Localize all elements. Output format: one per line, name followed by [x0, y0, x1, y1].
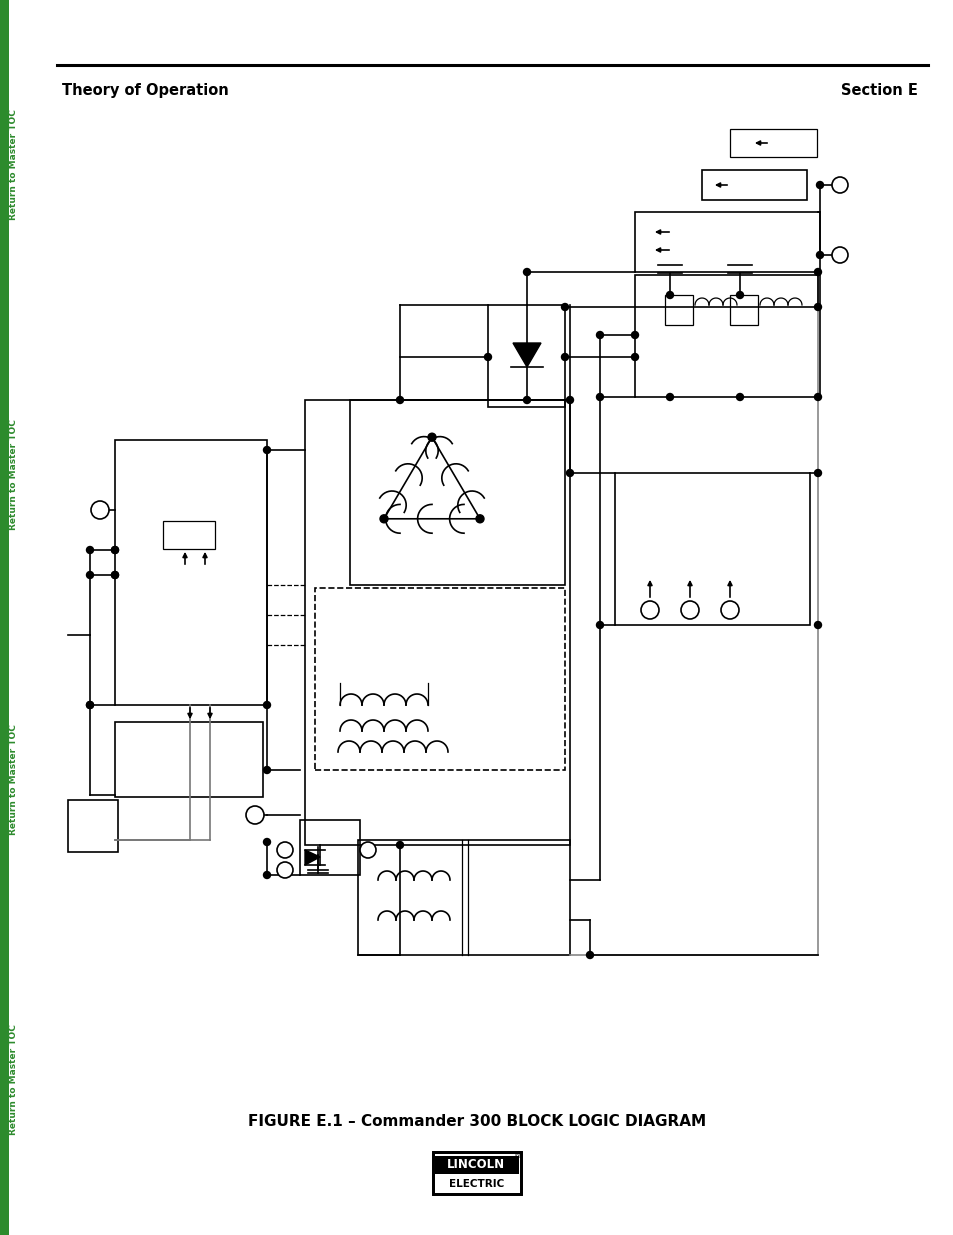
Circle shape — [276, 842, 293, 858]
Circle shape — [666, 291, 673, 299]
Circle shape — [736, 394, 742, 400]
Circle shape — [586, 951, 593, 958]
Text: Return to Master TOC: Return to Master TOC — [10, 110, 18, 220]
Circle shape — [831, 177, 847, 193]
Circle shape — [720, 601, 739, 619]
Circle shape — [263, 767, 271, 773]
Circle shape — [263, 839, 271, 846]
Circle shape — [523, 268, 530, 275]
Bar — [729, 128, 816, 157]
Bar — [350, 400, 564, 585]
Circle shape — [814, 268, 821, 275]
Circle shape — [87, 701, 93, 709]
Circle shape — [561, 304, 568, 310]
Circle shape — [831, 247, 847, 263]
Circle shape — [640, 601, 659, 619]
Bar — [488, 305, 564, 408]
Circle shape — [561, 353, 568, 361]
Text: LINCOLN: LINCOLN — [446, 1158, 504, 1172]
Polygon shape — [513, 343, 540, 367]
Text: Return to Master TOC: Return to Master TOC — [10, 725, 18, 835]
Text: Return to Master TOC: Return to Master TOC — [10, 420, 18, 531]
Circle shape — [112, 547, 118, 553]
Circle shape — [814, 394, 821, 400]
Text: ELECTRIC: ELECTRIC — [449, 1179, 504, 1189]
Text: Theory of Operation: Theory of Operation — [62, 83, 229, 98]
Circle shape — [814, 469, 821, 477]
Circle shape — [396, 396, 403, 404]
Circle shape — [87, 572, 93, 578]
Circle shape — [263, 447, 271, 453]
Circle shape — [396, 841, 403, 848]
Circle shape — [566, 469, 573, 477]
Circle shape — [359, 842, 375, 858]
Circle shape — [112, 547, 118, 553]
Bar — [0, 0, 9, 1235]
Bar — [163, 521, 214, 550]
Bar — [701, 170, 806, 200]
Polygon shape — [305, 850, 319, 864]
Bar — [435, 1156, 518, 1174]
Circle shape — [814, 621, 821, 629]
Bar — [357, 840, 569, 955]
Circle shape — [87, 547, 93, 553]
Circle shape — [816, 252, 822, 258]
Bar — [314, 588, 564, 769]
Bar — [68, 800, 118, 852]
Bar — [635, 275, 820, 396]
Text: Section E: Section E — [841, 83, 917, 98]
Circle shape — [680, 601, 699, 619]
Bar — [115, 722, 263, 797]
Circle shape — [112, 572, 118, 578]
Circle shape — [428, 433, 436, 441]
Bar — [115, 440, 267, 705]
Bar — [729, 295, 758, 325]
Bar — [664, 295, 692, 325]
Text: ®: ® — [514, 1153, 521, 1160]
Circle shape — [112, 572, 118, 578]
Text: FIGURE E.1 – Commander 300 BLOCK LOGIC DIAGRAM: FIGURE E.1 – Commander 300 BLOCK LOGIC D… — [248, 1114, 705, 1130]
Circle shape — [476, 515, 483, 522]
Bar — [299, 820, 359, 876]
Circle shape — [596, 331, 603, 338]
Circle shape — [276, 862, 293, 878]
Circle shape — [263, 701, 271, 709]
Circle shape — [91, 501, 109, 519]
Circle shape — [736, 291, 742, 299]
Circle shape — [631, 353, 638, 361]
Bar — [433, 1152, 520, 1194]
Circle shape — [246, 806, 264, 824]
Circle shape — [566, 396, 573, 404]
Text: Return to Master TOC: Return to Master TOC — [10, 1025, 18, 1135]
Bar — [305, 400, 569, 845]
Circle shape — [814, 304, 821, 310]
Circle shape — [816, 182, 822, 189]
Circle shape — [666, 394, 673, 400]
Circle shape — [263, 872, 271, 878]
Bar — [615, 473, 809, 625]
Circle shape — [631, 331, 638, 338]
Bar — [433, 1152, 520, 1194]
Circle shape — [596, 394, 603, 400]
Circle shape — [379, 515, 388, 522]
Circle shape — [87, 701, 93, 709]
Circle shape — [523, 396, 530, 404]
Circle shape — [484, 353, 491, 361]
Bar — [635, 212, 820, 272]
Circle shape — [596, 621, 603, 629]
